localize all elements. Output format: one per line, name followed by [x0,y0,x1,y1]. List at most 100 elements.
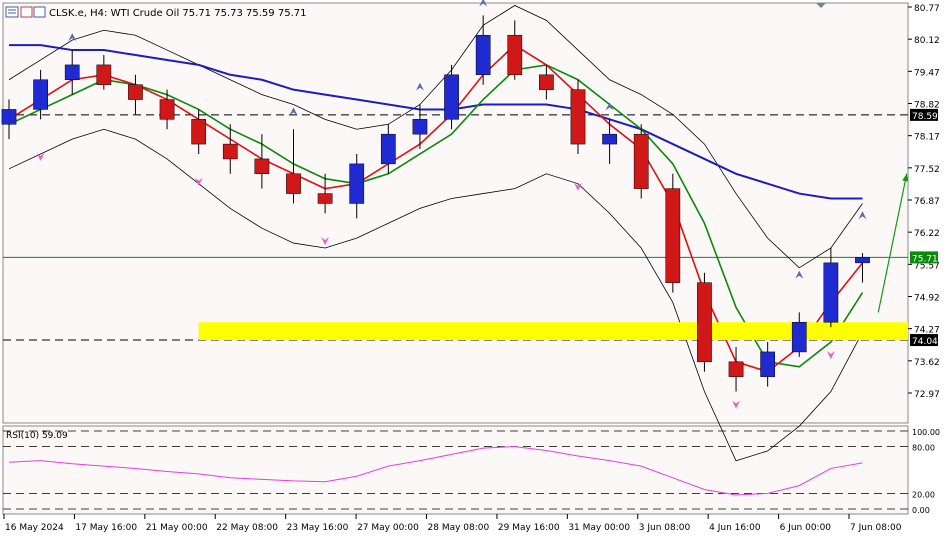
price-tick-label: 76.87 [914,197,940,207]
candle[interactable] [159,89,175,130]
candle-body [286,173,301,194]
main-panel-bg [2,2,909,424]
time-tick-label: 27 May 00:00 [357,523,419,533]
candle[interactable] [475,15,491,85]
candle[interactable] [317,173,333,214]
candles[interactable] [1,15,870,392]
price-tick-label: 80.77 [914,4,940,14]
candle-body [475,34,491,76]
candle-body [760,351,776,377]
time-tick-label: 22 May 08:00 [216,523,278,533]
price-label-box [910,251,938,264]
rsi-level-label: 20.00 [912,490,935,499]
time-tick-label: 7 Jun 08:00 [850,523,902,533]
fractal-down-icon [826,350,835,359]
candle-body [191,119,207,145]
arrow-shaft [877,173,908,313]
time-tick-label: 28 May 08:00 [428,523,490,533]
candle[interactable] [380,124,396,174]
candle[interactable] [222,124,238,174]
chart-type-icon[interactable] [20,6,33,18]
candle-body [33,79,48,110]
fractals [36,0,867,409]
price-tick-label: 72.97 [914,390,940,400]
candle[interactable] [539,64,554,100]
collapse-icon[interactable] [816,3,826,8]
menu-icon[interactable] [5,6,19,18]
candle[interactable] [1,99,17,140]
zoom-icon[interactable] [33,6,46,18]
rsi-indicator: 100.00 80.00 20.00 0.00 RSI(10) 59.09 [3,428,940,515]
time-axis: 16 May 2024 17 May 16:00 21 May 00:00 22 Ma… [3,514,902,533]
time-tick-label: 31 May 00:00 [568,523,630,533]
rsi-level-label: 100.00 [912,428,940,437]
candle[interactable] [507,20,523,80]
price-tick-label: 73.62 [914,358,940,368]
bollinger-upper-line [8,5,863,269]
candle[interactable] [697,272,712,372]
candle[interactable] [254,134,270,189]
candle-body [570,89,586,145]
candle-body [254,158,270,175]
time-tick-label: 3 Jun 08:00 [639,523,691,533]
time-tick-label: 4 Jun 16:00 [709,523,761,533]
candle[interactable] [823,248,839,328]
time-tick-label: 23 May 16:00 [287,523,349,533]
fractal-up-icon [479,0,488,7]
candle-body [728,361,744,377]
fractal-down-icon [36,153,45,162]
rsi-panel-bg [2,425,909,515]
candle[interactable] [33,69,48,120]
candle[interactable] [412,104,428,150]
candle-body [96,64,112,85]
rsi-level-label: 80.00 [912,444,935,453]
time-tick-label: 16 May 2024 [5,523,64,533]
arrow-head-icon [902,173,909,182]
candle[interactable] [728,346,744,392]
candle-body [665,188,681,283]
projection-arrow [877,173,909,313]
price-label-text: 75.71 [912,254,938,264]
candle[interactable] [64,50,80,95]
candle[interactable] [96,55,112,90]
time-tick-label: 6 Jun 00:00 [780,523,832,533]
time-tick-label: 29 May 16:00 [498,523,560,533]
price-label-box [910,108,938,121]
candle[interactable] [444,64,459,130]
bollinger-lower-line [8,128,863,462]
candle[interactable] [286,129,301,204]
candle[interactable] [855,252,870,283]
candle[interactable] [791,312,807,357]
price-tick-label: 78.17 [914,133,940,143]
candle[interactable] [665,173,681,293]
candle[interactable] [191,109,207,154]
price-label-box [910,334,938,347]
candle[interactable] [633,124,649,199]
price-tick-label: 80.12 [914,36,940,46]
candle-body [444,74,459,120]
candle-body [855,257,870,264]
fractal-down-icon [573,182,582,191]
candle[interactable] [349,153,365,219]
candle[interactable] [570,79,586,154]
yellow-zone [198,322,909,341]
fractal-up-icon [415,82,424,91]
fractal-up-icon [858,211,867,220]
candle-body [602,133,617,145]
price-tick-label: 79.47 [914,68,940,78]
price-tick-label: 74.92 [914,294,940,304]
bollinger-bands [8,5,863,462]
candle-body [1,109,17,125]
price-tick-label: 75.57 [914,261,940,271]
price-tick-label: 78.82 [914,101,940,111]
candle[interactable] [602,119,617,164]
rsi-line [8,446,863,496]
support-zone [198,322,909,341]
candle-body [222,143,238,160]
price-tick-label: 76.22 [914,229,940,239]
candle[interactable] [128,74,143,115]
ma-fast-green-line [8,64,864,368]
candle[interactable] [760,342,776,387]
